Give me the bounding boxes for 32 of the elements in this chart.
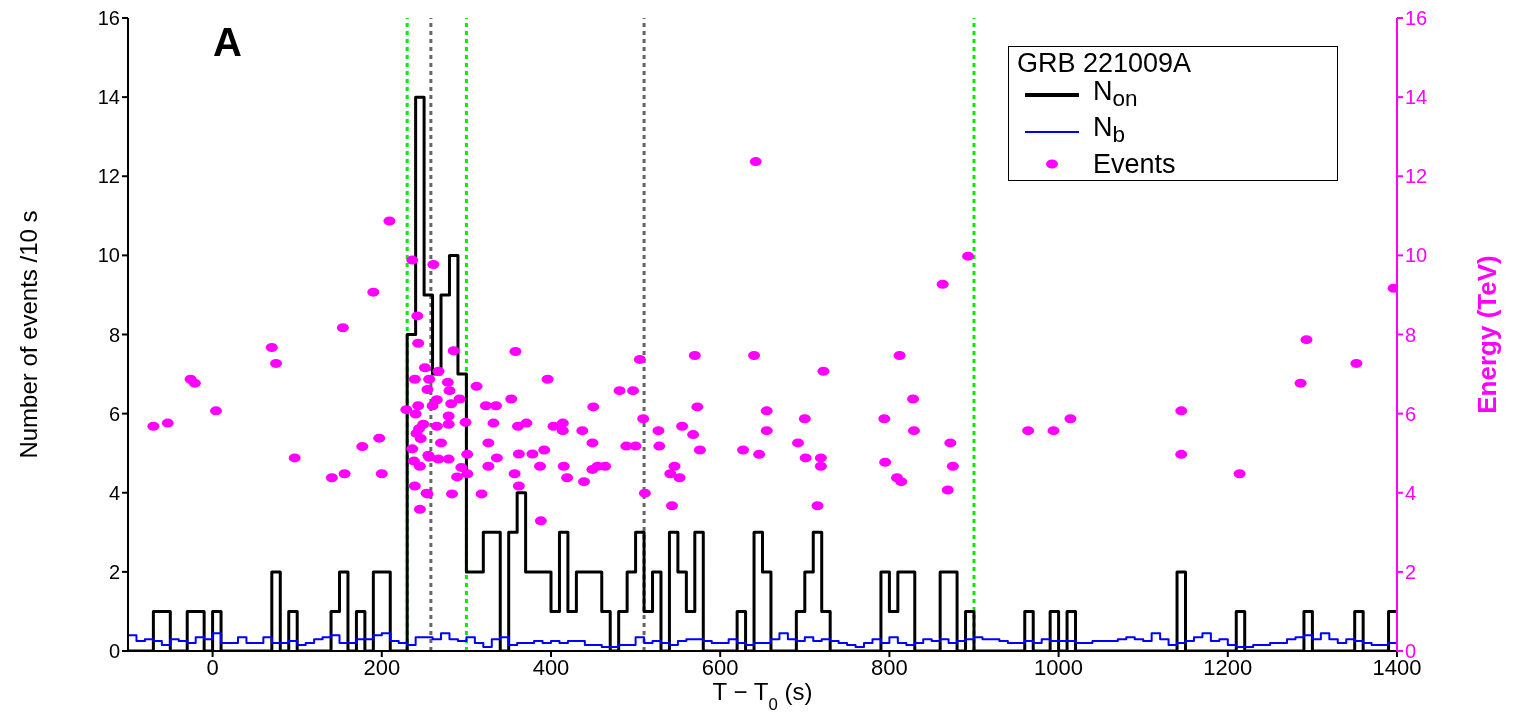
y-tick-label: 8: [108, 323, 120, 346]
y2-tick-label: 14: [1405, 86, 1428, 109]
y-tick-label: 16: [97, 7, 120, 30]
y2-tick-label: 16: [1405, 7, 1428, 30]
y-tick-label: 0: [108, 640, 120, 663]
y2-tick-label: 4: [1405, 481, 1417, 504]
legend-label: Events: [1093, 148, 1176, 179]
y-tick-label: 4: [108, 481, 120, 504]
y-tick-label: 10: [97, 244, 120, 267]
x-axis-title: T − T$_{0}$ (s): [712, 678, 813, 714]
y2-axis-title: Energy (TeV): [1472, 255, 1503, 414]
y-axis-title: Number of events /10 s: [14, 210, 42, 459]
y2-tick-label: 10: [1405, 244, 1428, 267]
x-tick-label: 600: [701, 654, 739, 680]
y2-tick-label: 6: [1405, 402, 1417, 425]
x-tick-label: 0: [206, 654, 219, 680]
legend-label: N$_{on}$: [1093, 76, 1138, 114]
x-tick-label: 1000: [1034, 654, 1084, 680]
y-tick-label: 14: [97, 86, 120, 109]
y2-tick-label: 2: [1405, 560, 1417, 583]
annotation: A: [213, 20, 242, 65]
y-tick-label: 2: [108, 560, 120, 583]
y-tick-label: 12: [97, 165, 120, 188]
y-tick-label: 6: [108, 402, 120, 425]
y2-tick-label: 12: [1405, 165, 1428, 188]
x-tick-label: 200: [363, 654, 401, 680]
legend-title: GRB 221009A: [1017, 48, 1193, 78]
legend-label: N$_{b}$: [1093, 112, 1126, 150]
y2-tick-label: 8: [1405, 323, 1417, 346]
x-tick-label: 400: [532, 654, 570, 680]
x-tick-label: 1200: [1203, 654, 1253, 680]
x-tick-label: 800: [871, 654, 908, 680]
